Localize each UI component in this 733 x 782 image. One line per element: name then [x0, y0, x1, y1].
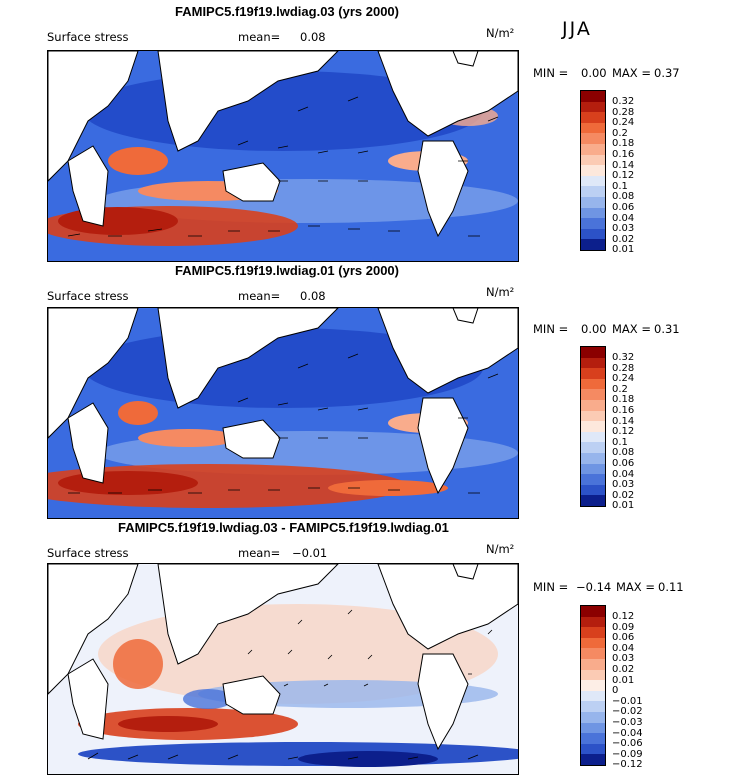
- panel-1-colorbar-tick: 0.14: [612, 159, 635, 171]
- panel-1-max-value: 0.37: [654, 66, 680, 80]
- panel-1-colorbar-tick: 0.08: [612, 191, 635, 203]
- panel-1-colorbar-tick: 0.02: [612, 233, 635, 245]
- panel-2-colorbar-tick: 0.16: [612, 405, 635, 416]
- panel-3-colorbar-tick: 0.03: [612, 653, 635, 665]
- panel-1-min-label: MIN =: [533, 66, 569, 80]
- panel-2-map: [47, 307, 519, 519]
- panel-2-min-label: MIN =: [533, 322, 569, 336]
- panel-1-map-svg: [48, 51, 518, 261]
- panel-1-mean-value: 0.08: [300, 30, 326, 44]
- panel-2-colorbar-tick: 0.18: [612, 394, 635, 406]
- panel-2-title: FAMIPC5.f19f19.lwdiag.01 (yrs 2000): [175, 263, 399, 278]
- panel-3-field-label: Surface stress: [47, 546, 129, 560]
- panel-2-max-value: 0.31: [654, 322, 680, 336]
- panel-3-max-value: 0.11: [658, 580, 684, 594]
- panel-2-colorbar-tick: 0.28: [612, 362, 635, 374]
- panel-3-colorbar-tick: −0.02: [612, 706, 643, 718]
- panel-1-units: N/m²: [486, 26, 515, 40]
- panel-2-units: N/m²: [486, 285, 515, 299]
- panel-1-colorbar-tick: 0.28: [612, 106, 635, 118]
- panel-1-wind-vectors: [67, 96, 499, 237]
- panel-3-colorbar-tick: −0.09: [612, 748, 643, 760]
- panel-3-units: N/m²: [486, 542, 515, 556]
- panel-2-wind-vectors: [68, 353, 499, 494]
- panel-1-colorbar-tick: 0.06: [612, 202, 635, 213]
- panel-2-colorbar-tick: 0.24: [612, 373, 635, 385]
- panel-2-colorbar: [580, 346, 606, 507]
- panel-1-colorbar-tick: 0.04: [612, 212, 635, 224]
- panel-1-colorbar-tick: 0.2: [612, 127, 628, 139]
- panel-2-max-label: MAX =: [612, 322, 651, 336]
- panel-1-map: [47, 50, 519, 262]
- panel-1-colorbar-tick: 0.1: [612, 180, 628, 192]
- panel-3-wind-vectors: [87, 609, 493, 760]
- panel-3-colorbar-tick: 0.12: [612, 611, 635, 622]
- panel-3-mean-label: mean=: [238, 546, 281, 560]
- panel-3-colorbar-tick: 0.02: [612, 664, 635, 675]
- panel-2-colorbar-tick: 0.04: [612, 468, 635, 480]
- panel-2-map-svg: [48, 308, 518, 518]
- panel-3-max-label: MAX =: [616, 580, 655, 594]
- panel-3-colorbar-tick: 0: [612, 685, 619, 697]
- panel-3-map-svg: [48, 564, 518, 774]
- panel-3-colorbar-tick: 0.09: [612, 621, 635, 633]
- panel-3-colorbar-tick: −0.12: [612, 759, 643, 771]
- panel-1-colorbar-tick: 0.01: [612, 244, 635, 256]
- panel-3-colorbar-tick: 0.04: [612, 642, 635, 654]
- panel-2-colorbar-tick: 0.06: [612, 458, 635, 469]
- panel-3-colorbar-tick: 0.06: [612, 632, 635, 644]
- panel-2-colorbar-tick: 0.12: [612, 426, 635, 438]
- panel-3-title: FAMIPC5.f19f19.lwdiag.03 - FAMIPC5.f19f1…: [118, 520, 449, 535]
- panel-1-min-value: 0.00: [581, 66, 607, 80]
- panel-1-colorbar-tick: 0.24: [612, 117, 635, 129]
- panel-1-mean-label: mean=: [238, 30, 281, 44]
- panel-3-min-value: −0.14: [576, 580, 612, 594]
- panel-1-colorbar-tick: 0.18: [612, 138, 635, 150]
- panel-2-min-value: 0.00: [581, 322, 607, 336]
- panel-2-colorbar-tick: 0.1: [612, 436, 628, 448]
- panel-3-colorbar-tick: −0.06: [612, 738, 643, 750]
- panel-3-colorbar-tick: 0.01: [612, 674, 635, 686]
- panel-2-colorbar-tick: 0.01: [612, 500, 635, 512]
- panel-1-colorbar: [580, 90, 606, 251]
- panel-2-colorbar-tick: 0.03: [612, 479, 635, 491]
- panel-3-min-label: MIN =: [533, 580, 569, 594]
- panel-1-colorbar-tick: 0.16: [612, 149, 635, 160]
- panel-2-mean-label: mean=: [238, 289, 281, 303]
- panel-1-colorbar-tick: 0.32: [612, 96, 635, 107]
- panel-3-colorbar-tick: −0.03: [612, 717, 643, 728]
- panel-2-colorbar-tick: 0.14: [612, 415, 635, 427]
- panel-3-map: [47, 563, 519, 775]
- panel-3-colorbar: [580, 605, 606, 766]
- panel-1-max-label: MAX =: [612, 66, 651, 80]
- panel-2-colorbar-tick: 0.2: [612, 383, 628, 395]
- panel-1-colorbar-tick: 0.12: [612, 170, 635, 182]
- panel-1-colorbar-tick: 0.03: [612, 223, 635, 235]
- panel-2-colorbar-tick: 0.32: [612, 352, 635, 363]
- panel-3-colorbar-tick: −0.01: [612, 695, 643, 707]
- panel-3-colorbar-tick: −0.04: [612, 727, 643, 739]
- panel-2-field-label: Surface stress: [47, 289, 129, 303]
- panel-2-mean-value: 0.08: [300, 289, 326, 303]
- panel-1-title: FAMIPC5.f19f19.lwdiag.03 (yrs 2000): [175, 4, 399, 19]
- panel-2-colorbar-tick: 0.02: [612, 489, 635, 501]
- season-label: JJA: [562, 18, 592, 40]
- panel-2-colorbar-tick: 0.08: [612, 447, 635, 459]
- panel-3-mean-value: −0.01: [292, 546, 328, 560]
- panel-1-field-label: Surface stress: [47, 30, 129, 44]
